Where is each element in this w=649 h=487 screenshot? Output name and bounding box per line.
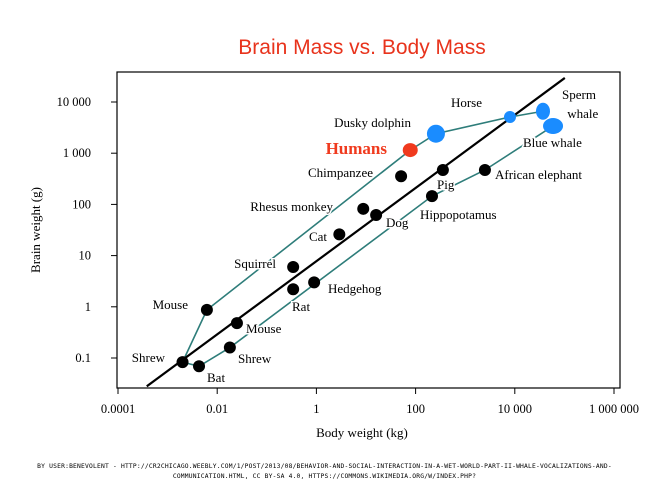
point-label: Chimpanzee xyxy=(308,165,373,180)
point-label: Blue whale xyxy=(523,135,582,150)
point-label: Dog xyxy=(386,215,409,230)
y-tick-label: 100 xyxy=(72,197,91,211)
point-dusky-dolphin xyxy=(426,124,445,143)
point-humans xyxy=(402,143,418,158)
attribution-credit: By User:Benevolent - http://cr2chicago.w… xyxy=(37,463,612,480)
y-tick-label: 1 xyxy=(85,300,91,314)
point-label: Dusky dolphin xyxy=(334,115,411,130)
point-horse xyxy=(436,163,449,176)
point-sperm-whale xyxy=(535,102,550,120)
point-cat xyxy=(333,228,346,241)
point-dog xyxy=(370,209,383,222)
point-label: African elephant xyxy=(495,167,582,182)
point-label: Bat xyxy=(207,370,225,385)
point-label: Humans xyxy=(326,139,388,158)
point-label: Mouse xyxy=(153,297,189,312)
y-axis-label: Brain weight (g) xyxy=(28,187,43,273)
y-tick-label: 1 000 xyxy=(63,146,91,160)
point-rhesus-monkey xyxy=(357,202,370,215)
point-mouse xyxy=(230,317,243,330)
point-rat xyxy=(287,283,300,296)
regression-line xyxy=(146,77,566,388)
point-label: Sperm whale xyxy=(562,87,599,121)
brain-body-mass-chart: Brain Mass vs. Body Mass 0.0001 0.01 1 100 1… xyxy=(28,36,639,440)
point-squirrel xyxy=(287,260,300,273)
x-tick-label: 100 xyxy=(406,402,425,416)
point-label: Mouse xyxy=(246,321,282,336)
x-axis-label: Body weight (kg) xyxy=(316,425,408,440)
point-label: Hippopotamus xyxy=(420,207,497,222)
point-label: Rhesus monkey xyxy=(250,199,333,214)
point-african-elephant xyxy=(503,110,516,123)
x-tick-label: 0.0001 xyxy=(101,402,135,416)
point-label: Rat xyxy=(292,299,310,314)
point-blue-whale xyxy=(543,117,564,134)
x-tick-label: 0.01 xyxy=(206,402,228,416)
point-shrew xyxy=(176,356,189,369)
y-tick-label: 10 xyxy=(79,249,92,263)
y-axis: 0.1 1 10 100 1 000 10 000 xyxy=(57,95,117,365)
plot-frame xyxy=(116,71,621,389)
point-label: Cat xyxy=(309,229,327,244)
point-label: Squirrel xyxy=(234,256,276,271)
point-shrew xyxy=(223,341,236,354)
point-hippopotamus xyxy=(478,163,491,176)
chart-title: Brain Mass vs. Body Mass xyxy=(238,36,485,59)
points xyxy=(176,102,564,373)
x-tick-label: 1 000 000 xyxy=(589,402,639,416)
trend-line xyxy=(146,77,566,388)
point-label: Hedgehog xyxy=(328,281,382,296)
point-label: Pig xyxy=(437,177,455,192)
y-tick-label: 0.1 xyxy=(75,351,91,365)
point-labels: Shrew Bat Shrew Mouse Mouse Squirrel Rat Hedgeh… xyxy=(130,86,600,387)
point-chimpanzee xyxy=(395,170,408,183)
point-bat xyxy=(193,360,206,373)
point-pig xyxy=(425,190,438,203)
point-label: Horse xyxy=(451,95,482,110)
point-mouse xyxy=(200,303,213,316)
point-label: Shrew xyxy=(132,350,166,365)
x-axis: 0.0001 0.01 1 100 10 000 1 000 000 xyxy=(101,388,639,416)
y-tick-label: 10 000 xyxy=(57,95,91,109)
point-hedgehog xyxy=(308,276,321,289)
lower-guide-line xyxy=(182,125,554,368)
point-label: Shrew xyxy=(238,351,272,366)
x-tick-label: 10 000 xyxy=(498,402,532,416)
x-tick-label: 1 xyxy=(313,402,319,416)
